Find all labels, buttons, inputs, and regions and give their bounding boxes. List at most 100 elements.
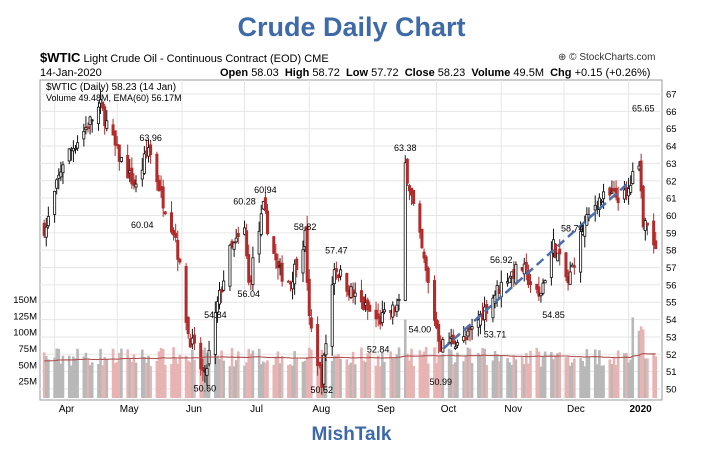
candle-body [332, 269, 336, 285]
source-logo-icon: ⊕ [558, 52, 567, 63]
volume-bar [353, 364, 357, 398]
candle-body [537, 286, 541, 297]
volume-bar [495, 354, 499, 398]
trendline [442, 179, 632, 351]
candle-body [424, 256, 428, 271]
volume-bar [610, 364, 614, 398]
candle-body [426, 267, 430, 283]
volume-bar [389, 351, 392, 398]
candle-body [257, 230, 261, 255]
volume-bar [477, 353, 480, 398]
volume-ema-line [44, 352, 656, 362]
volume-bar [587, 356, 591, 398]
candle-body [599, 200, 603, 203]
volume-bar [439, 356, 443, 398]
volume-bar [641, 329, 645, 398]
candle-body [382, 309, 386, 313]
candle-body [101, 101, 105, 109]
volume-bar [318, 362, 321, 398]
y-tick-label: 63 [666, 159, 677, 170]
x-tick-label: Jul [250, 404, 263, 415]
price-annotation: 60.28 [233, 197, 256, 207]
candle-body [514, 263, 518, 284]
volume-bar [82, 356, 86, 398]
volume-bar [454, 362, 457, 398]
candle-body [103, 106, 107, 127]
y-tick-label: 67 [666, 90, 677, 101]
volume-bar [506, 358, 509, 398]
volume-bar [556, 353, 559, 398]
volume-bar [451, 364, 455, 398]
volume-bar [397, 347, 401, 398]
candle-body [397, 299, 401, 301]
volume-bar [333, 355, 336, 398]
volume-bar [159, 347, 163, 398]
volume-bar [251, 350, 255, 398]
candle-body [610, 191, 614, 194]
candle-body [199, 342, 203, 370]
volume-bar [262, 361, 265, 398]
candle-body [117, 144, 121, 162]
price-annotation: 56.92 [490, 255, 513, 265]
volume-bar [113, 362, 117, 398]
candle-body [263, 197, 267, 211]
candle-body [376, 313, 380, 319]
volume-bar [381, 352, 384, 398]
volume-bar [466, 347, 470, 398]
volume-bar [249, 353, 253, 398]
candle-body [579, 231, 583, 273]
volume-bar [307, 347, 311, 398]
volume-bar [186, 360, 190, 398]
volume-bar [508, 362, 511, 398]
x-tick-label: Aug [312, 404, 330, 415]
volume-bar [437, 356, 440, 398]
price-annotation: 63.38 [394, 143, 417, 153]
y-tick-label: 56 [666, 280, 677, 291]
candle-body [215, 301, 219, 313]
volume-bar [616, 350, 620, 398]
volume-value: 49.5M [513, 67, 544, 79]
candle-body [418, 203, 422, 233]
candle-body [228, 244, 232, 287]
candle-body [558, 248, 562, 255]
volume-bar [47, 359, 50, 398]
candle-body [119, 156, 123, 162]
volume-bar [147, 355, 150, 398]
volume-bar [84, 352, 88, 398]
volume-bar [61, 355, 65, 398]
volume-bar [178, 354, 182, 398]
candle-body [220, 288, 224, 293]
volume-bar [520, 356, 524, 398]
price-annotation: 54.84 [204, 310, 227, 320]
volume-bar [376, 355, 380, 398]
y-tick-label: 50 [666, 385, 677, 396]
volume-bar [149, 366, 152, 398]
candle-body [126, 155, 130, 179]
candle-body [140, 169, 144, 180]
y-tick-label: 62 [666, 176, 677, 187]
volume-bar [266, 360, 269, 398]
volume-bar [360, 347, 363, 398]
volume-bar [408, 360, 411, 398]
volume-bar [276, 351, 280, 398]
candle-body [161, 186, 165, 209]
volume-bar [537, 351, 541, 398]
volume-bar [347, 364, 351, 398]
candle-body [111, 124, 115, 136]
candle-body [259, 213, 263, 235]
volume-bar [479, 355, 482, 398]
y-tick-label: 53 [666, 332, 677, 343]
volume-bar [220, 350, 223, 398]
y-tick-label: 52 [666, 350, 677, 361]
volume-bar [543, 351, 547, 398]
candle-body [339, 269, 343, 277]
x-tick-label: Jun [186, 404, 202, 415]
candle-body [403, 162, 407, 301]
volume-bar [535, 347, 539, 398]
volume-tick-label: 150M [13, 295, 37, 306]
volume-bar [652, 353, 655, 398]
volume-bar [573, 358, 576, 398]
candle-body [412, 190, 416, 204]
candle-body [55, 179, 59, 189]
candle-body [464, 337, 468, 341]
